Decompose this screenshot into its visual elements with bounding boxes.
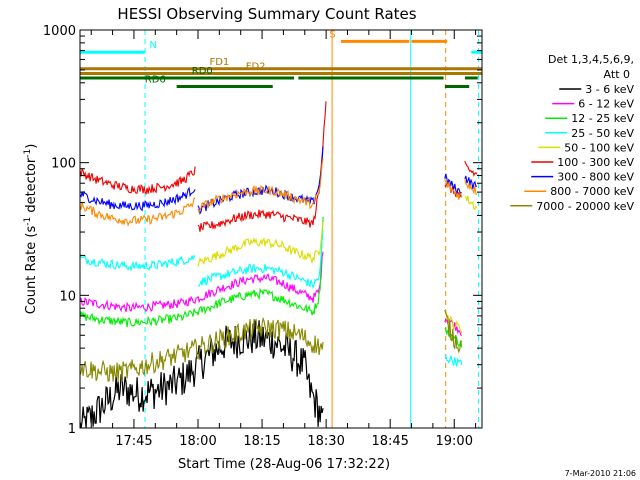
series-5-segment-1	[197, 221, 324, 267]
flag-label-s: S	[329, 29, 335, 40]
series-7-segment-1	[79, 186, 196, 212]
flag-label-fd2: FD2	[246, 62, 266, 73]
legend-entry-2: 6 - 12 keV	[578, 98, 634, 111]
series-3-segment-1	[79, 216, 324, 328]
y-axis: 1 10 100 1000	[43, 24, 482, 437]
series-6-segment-1	[79, 166, 196, 195]
series-6-segment-4	[464, 160, 478, 177]
y-tick-label: 1000	[43, 24, 76, 39]
flag-label-rd0: RD0	[192, 66, 213, 77]
y-tick-label: 1	[68, 422, 76, 437]
legend-header-line-2: Att 0	[604, 68, 630, 81]
series-4-segment-1	[79, 254, 196, 272]
x-axis: 17:45 18:00 18:15 18:30 18:45 19:00	[90, 30, 477, 449]
legend-entry-8: 800 - 7000 keV	[550, 185, 634, 198]
footer-date: 7-Mar-2010 21:06	[565, 469, 636, 478]
series-9-segment-2	[444, 309, 463, 354]
legend-entry-1: 3 - 6 keV	[585, 83, 634, 96]
x-tick-label: 18:30	[307, 434, 344, 449]
flag-label-n: N	[149, 40, 156, 51]
flag-label-fd1: FD1	[209, 57, 229, 68]
y-axis-label: Count Rate (s-1 detector-1)	[23, 144, 39, 315]
legend-entry-4: 25 - 50 keV	[571, 127, 634, 140]
series-7-segment-4	[464, 175, 478, 190]
x-tick-label: 18:00	[179, 434, 216, 449]
legend-entry-5: 50 - 100 keV	[564, 141, 634, 154]
series-6-segment-2	[197, 101, 327, 232]
series-7-segment-3	[444, 173, 463, 198]
plot-frame	[79, 29, 483, 429]
series-2-segment-1	[79, 251, 324, 313]
series-1-segment-1	[79, 319, 324, 429]
series-4-segment-3	[444, 353, 463, 367]
y-tick-label: 10	[59, 289, 76, 304]
series-8-segment-2	[197, 158, 324, 214]
legend: Det 1,3,4,5,6,9, Att 0 3 - 6 keV 6 - 12 k…	[510, 53, 634, 213]
series-8-segment-1	[79, 197, 196, 227]
plot-area: N S FD1 FD2 RD0 RD6	[79, 29, 482, 429]
series-7-segment-2	[197, 146, 324, 215]
y-tick-label: 100	[51, 157, 76, 172]
x-tick-label: 18:15	[243, 434, 280, 449]
series-4-segment-2	[197, 229, 324, 290]
legend-entry-7: 300 - 800 keV	[557, 171, 634, 184]
series-8-segment-4	[464, 179, 478, 195]
series-8-segment-3	[444, 179, 463, 200]
x-axis-label: Start Time (28-Aug-06 17:32:22)	[178, 457, 390, 472]
series-5-segment-2	[444, 309, 463, 334]
legend-entry-3: 12 - 25 keV	[571, 112, 634, 125]
legend-entry-6: 100 - 300 keV	[557, 156, 634, 169]
flag-label-rd6: RD6	[145, 75, 166, 86]
x-tick-label: 18:45	[371, 434, 408, 449]
x-tick-label: 19:00	[436, 434, 473, 449]
series-9-segment-1	[79, 316, 324, 382]
series-5-segment-3	[464, 195, 478, 211]
legend-header-line-1: Det 1,3,4,5,6,9,	[548, 53, 634, 66]
legend-entry-9: 7000 - 20000 keV	[536, 200, 634, 213]
x-tick-label: 17:45	[115, 434, 152, 449]
chart-title: HESSI Observing Summary Count Rates	[117, 5, 416, 23]
